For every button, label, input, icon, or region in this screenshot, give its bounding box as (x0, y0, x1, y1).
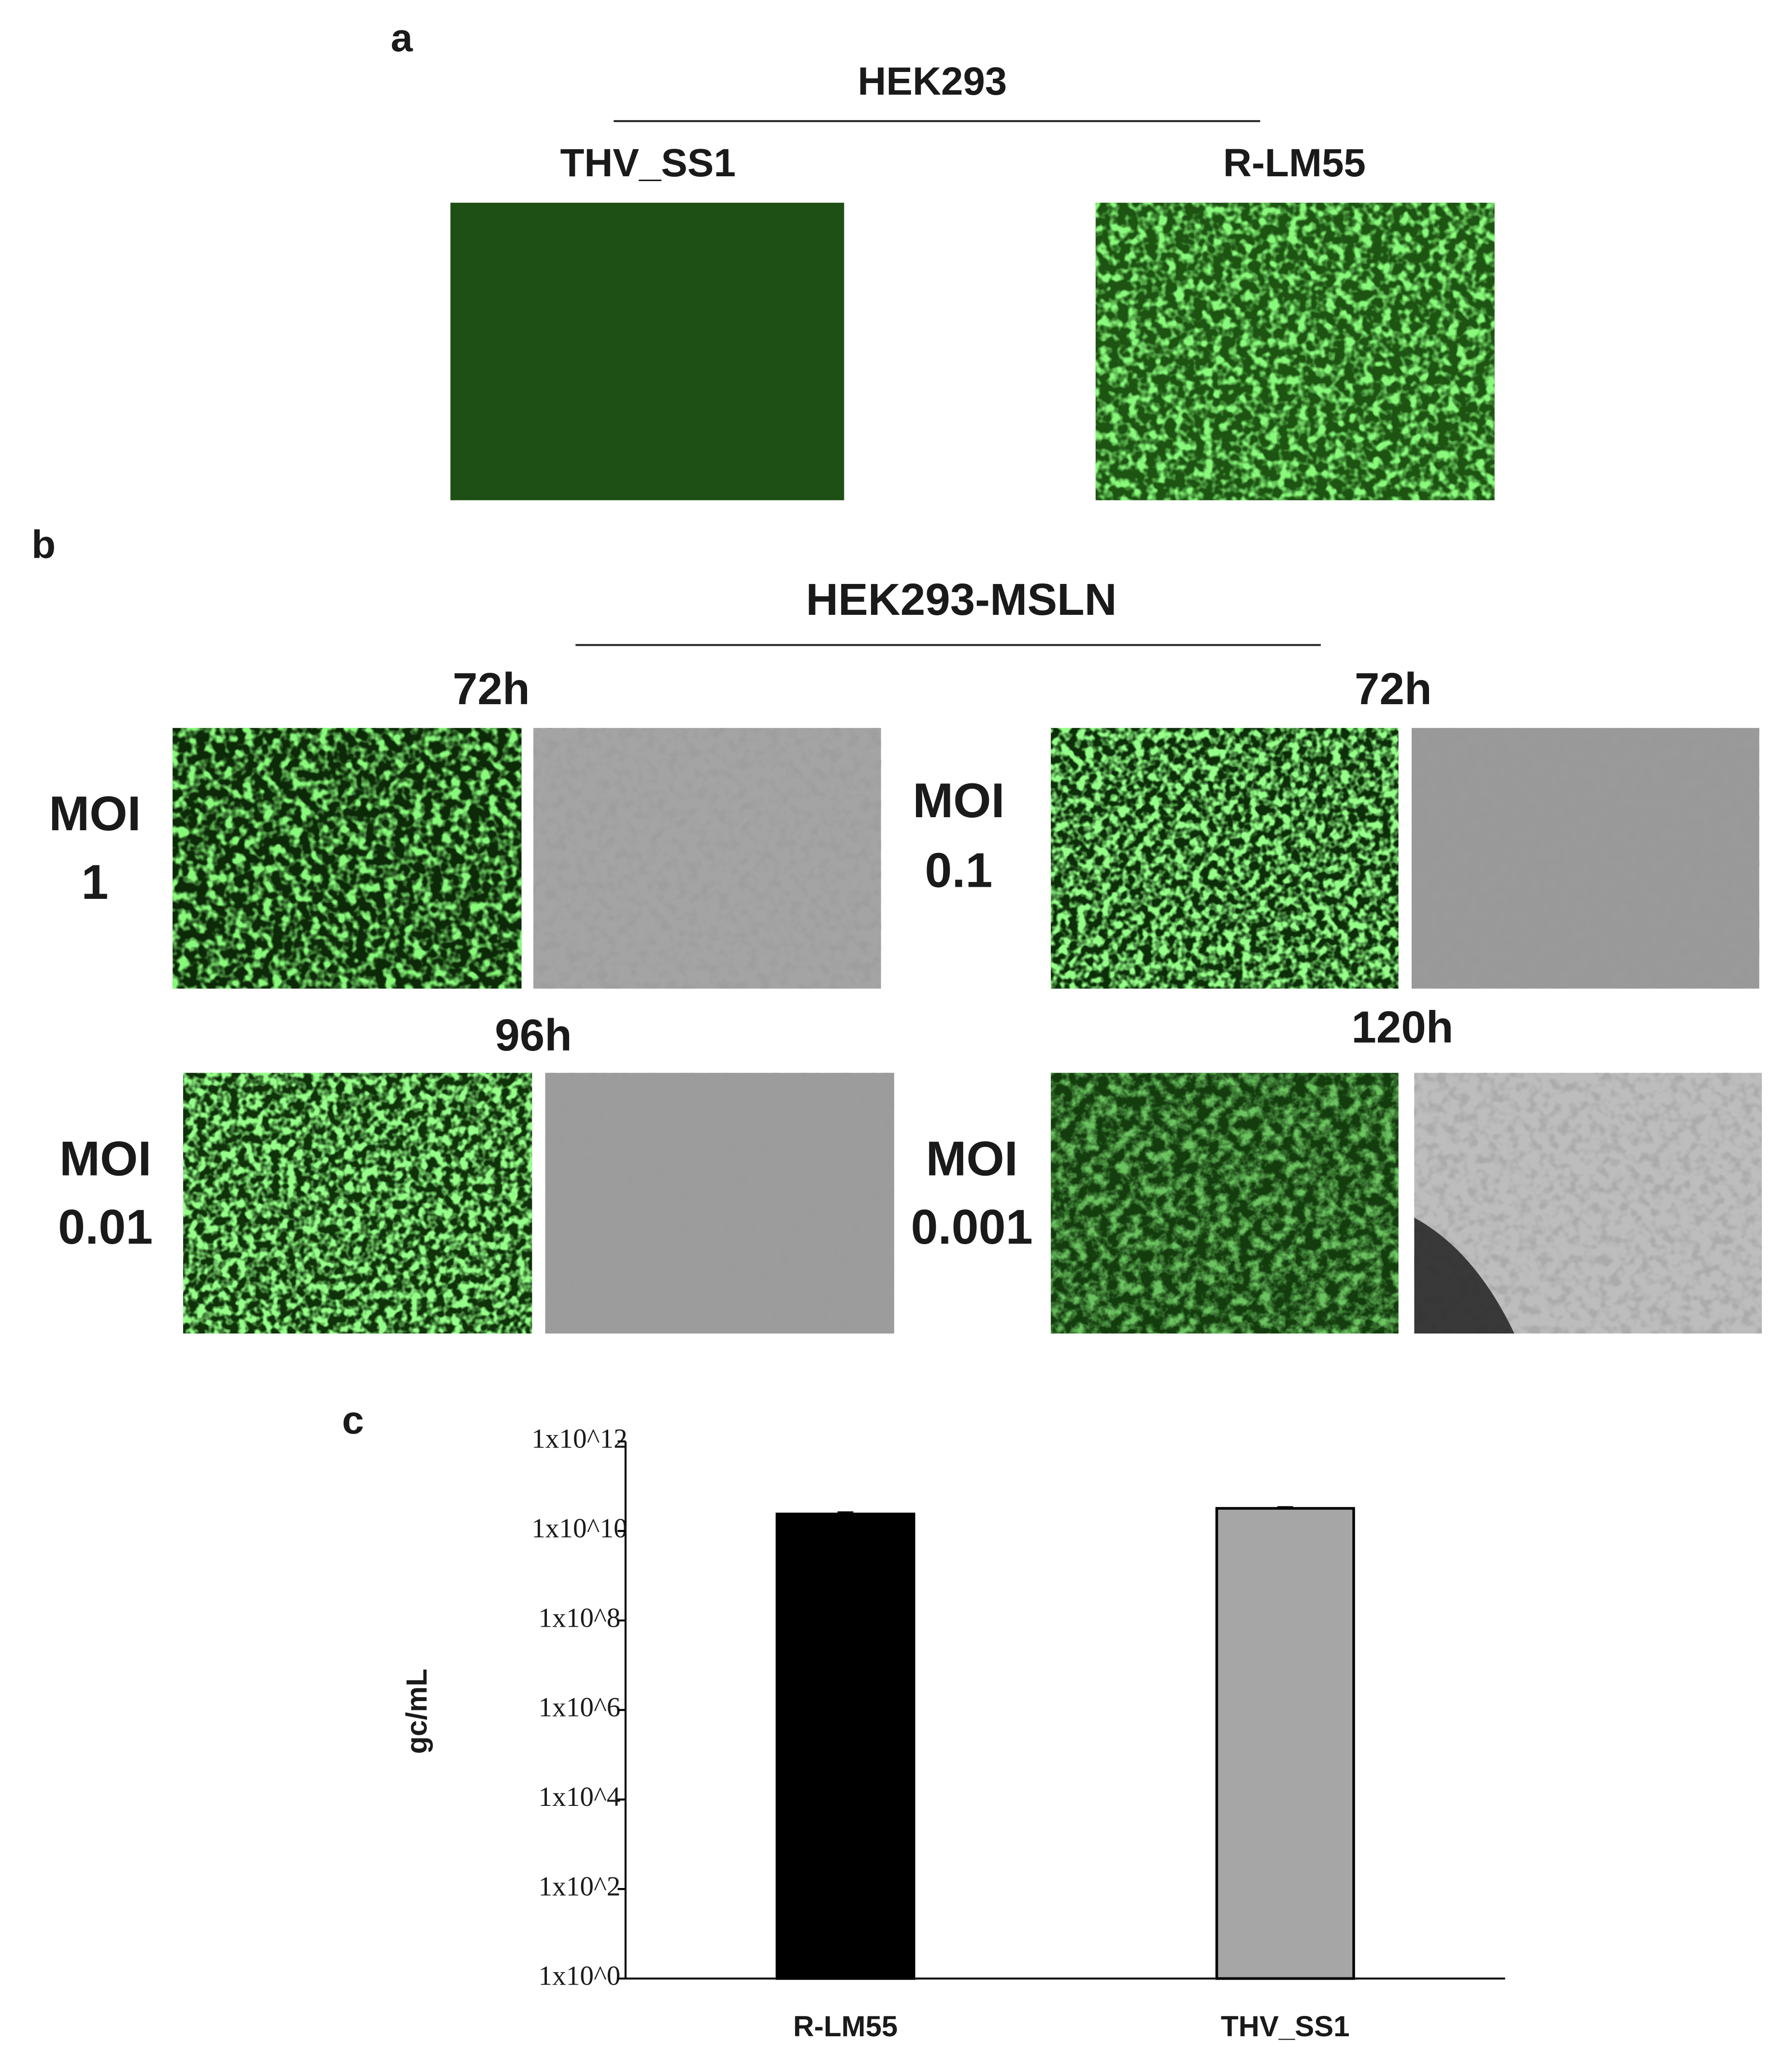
moi-dose: 0.1 (925, 843, 992, 897)
y-tick-label: 1x10^0 (539, 1961, 621, 1991)
micrograph-cells (1051, 1073, 1399, 1334)
group-title: HEK293-MSLN (806, 574, 1117, 624)
time-label: 96h (495, 1010, 572, 1060)
brightfield-cells (533, 728, 881, 989)
moi-dose: 0.01 (58, 1200, 153, 1254)
y-tick-label: 1x10^2 (539, 1871, 621, 1902)
micrograph-cells (172, 728, 522, 989)
error-bar (837, 1511, 854, 1514)
moi-dose: 0.001 (911, 1200, 1033, 1254)
bar (775, 1512, 915, 1980)
bar (1215, 1507, 1355, 1980)
brightfield-cells (1412, 728, 1759, 989)
y-tick-label: 1x10^8 (539, 1603, 621, 1633)
y-tick-label: 1x10^6 (539, 1692, 621, 1723)
micrograph (450, 202, 844, 500)
time-label: 72h (1355, 664, 1432, 714)
panel-label: c (342, 1398, 364, 1442)
moi-label: MOI (59, 1132, 151, 1186)
moi-label: MOI (913, 774, 1004, 828)
x-tick-label: R-LM55 (793, 2010, 898, 2043)
group-title: HEK293 (858, 59, 1007, 103)
micrograph-cells (1095, 202, 1495, 500)
time-label: 120h (1351, 1002, 1453, 1052)
error-bar (1277, 1506, 1293, 1508)
brightfield-cells (545, 1073, 894, 1334)
y-tick-label: 1x10^12 (531, 1424, 628, 1454)
y-axis-label: gc/mL (400, 1669, 433, 1754)
moi-dose: 1 (81, 855, 108, 909)
time-label: 72h (453, 664, 530, 714)
y-tick-label: 1x10^4 (539, 1782, 621, 1812)
moi-label: MOI (49, 787, 141, 841)
x-tick-label: THV_SS1 (1221, 2010, 1350, 2043)
brightfield-shadow (1414, 1218, 1515, 1334)
panel-label: a (391, 16, 413, 60)
moi-label: MOI (926, 1132, 1017, 1186)
panel-label: b (31, 523, 56, 567)
y-tick-label: 1x10^10 (531, 1513, 628, 1544)
micrograph-cells (1051, 728, 1399, 989)
column-title: R-LM55 (1223, 141, 1366, 185)
column-title: THV_SS1 (560, 141, 735, 185)
micrograph-cells (183, 1073, 532, 1334)
